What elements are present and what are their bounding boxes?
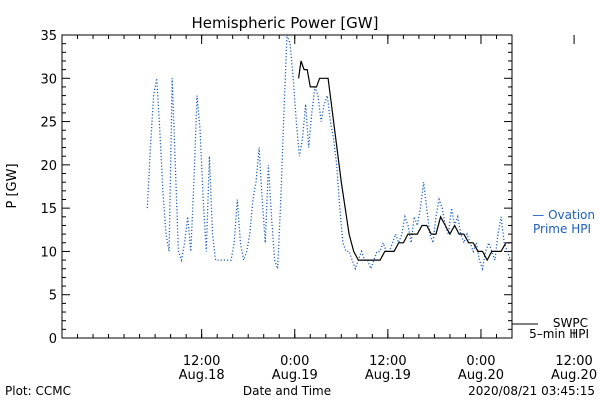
x-tick-date: Aug.18 (179, 368, 225, 383)
chart-title: Hemispheric Power [GW] (192, 14, 379, 32)
x-axis-label: Date and Time (243, 384, 331, 398)
y-axis: 0 5 10 15 20 25 30 35 (40, 29, 512, 347)
y-tick-label: 30 (40, 72, 57, 87)
x-tick-date: Aug.19 (365, 368, 411, 383)
series-swpc-hpi (298, 60, 511, 262)
x-tick-date: Aug.20 (458, 368, 504, 383)
x-tick-date: Aug.20 (551, 368, 597, 383)
legend-swpc-line1: SWPC (553, 316, 588, 330)
plot-frame (61, 34, 513, 339)
x-tick-time: 12:00 (183, 354, 220, 369)
series-ovation-prime-hpi (146, 34, 512, 272)
x-tick-time: 0:00 (466, 354, 495, 369)
x-tick-date: Aug.19 (272, 368, 318, 383)
y-tick-label: 20 (40, 159, 57, 174)
legend-ovation-line1: — Ovation (532, 208, 595, 222)
x-tick-time: 12:00 (555, 354, 592, 369)
series-layer (146, 34, 512, 272)
legend: — Ovation Prime HPI SWPC 5–min HPI (512, 208, 595, 341)
y-tick-label: 25 (40, 116, 57, 131)
y-tick-label: 5 (49, 289, 57, 304)
footer-timestamp: 2020/08/21 03:45:15 (468, 384, 595, 398)
y-tick-label: 10 (40, 245, 57, 260)
x-tick-time: 12:00 (369, 354, 406, 369)
y-tick-label: 0 (49, 332, 57, 347)
y-tick-label: 35 (40, 29, 57, 44)
x-axis: 12:00Aug.180:00Aug.1912:00Aug.190:00Aug.… (61, 35, 597, 383)
y-tick-label: 15 (40, 202, 57, 217)
legend-swpc-line2: 5–min HPI (529, 327, 589, 341)
legend-ovation-line2: Prime HPI (533, 222, 591, 236)
footer-credit: Plot: CCMC (5, 384, 71, 398)
y-axis-label: P [GW] (5, 163, 20, 208)
x-tick-time: 0:00 (280, 354, 309, 369)
